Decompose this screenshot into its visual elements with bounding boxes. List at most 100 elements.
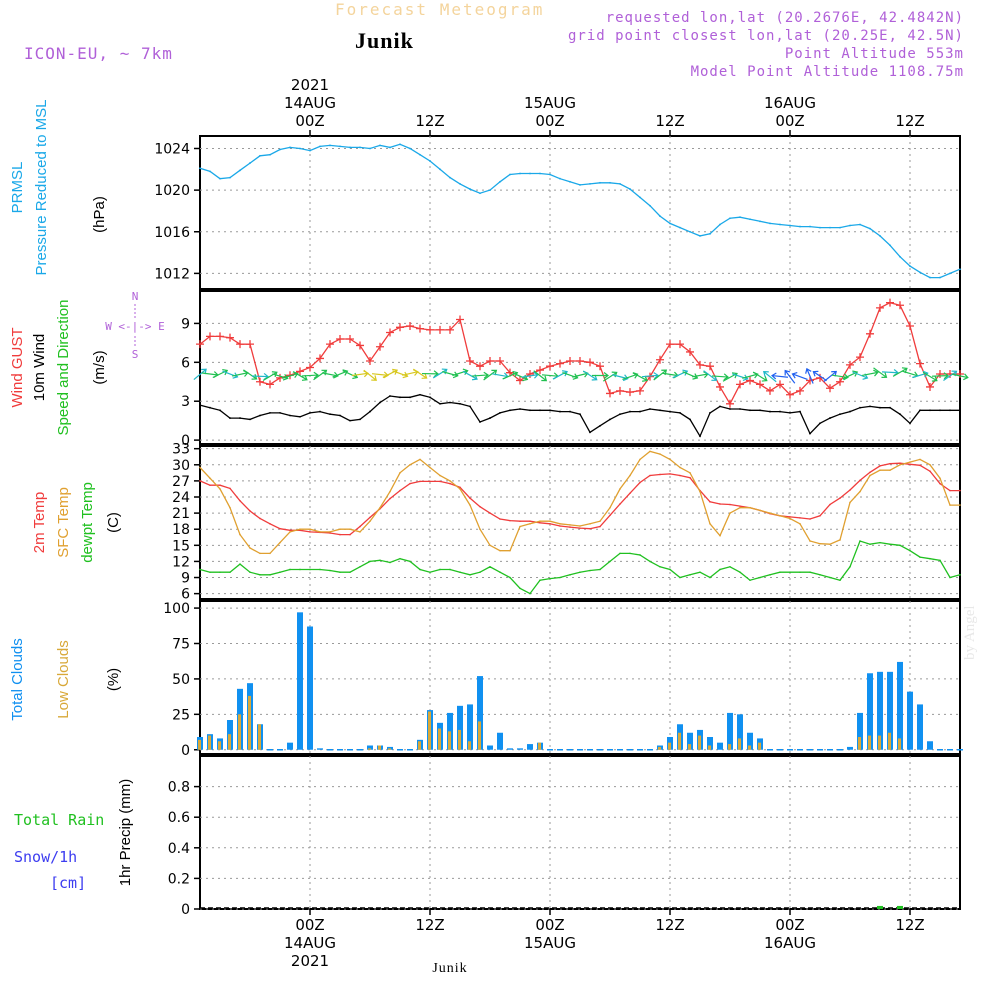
sfc-temp-point (639, 458, 641, 461)
total-clouds-bar (877, 671, 883, 750)
wind-gust-point (806, 376, 814, 385)
wind-speed-point (759, 409, 761, 412)
temp-2m-point (259, 517, 261, 520)
wind-gust-point (616, 386, 624, 395)
temp-2m-point (269, 523, 271, 525)
temp-2m-point (929, 470, 931, 473)
pressure-point (289, 146, 291, 149)
temp-2m-point (879, 465, 881, 467)
pressure-point (659, 215, 661, 218)
wind-speed-point (529, 409, 531, 412)
wind-gust-point (256, 377, 264, 386)
low-clouds-bar (478, 721, 481, 750)
wind-gust-point (716, 382, 724, 391)
app-title: Forecast Meteogram (335, 0, 545, 19)
pressure-point (279, 148, 281, 151)
dewpt-temp-point (619, 552, 621, 555)
wind-gust-point (496, 357, 504, 366)
clouds-unit-label: (%) (105, 668, 122, 691)
total-clouds-bar (687, 732, 693, 750)
wind-gust-point (236, 340, 244, 349)
site-title: Junik (355, 28, 414, 53)
total-clouds-bar (297, 612, 303, 750)
wind-speed-point (489, 417, 491, 419)
pressure-point (439, 168, 441, 171)
wind-gust-point (206, 332, 214, 341)
dewpt-temp-point (489, 565, 491, 568)
dewpt-temp-point (249, 571, 251, 573)
low-clouds-bar (688, 744, 691, 750)
wind-gust-point (596, 362, 604, 371)
sfc-temp-point (529, 523, 531, 525)
temp-2m-point (569, 526, 571, 528)
wind-speed-point (919, 409, 921, 412)
pressure-point (949, 272, 951, 275)
pressure-point (229, 176, 231, 179)
sfc-temp-point (469, 504, 471, 506)
wind-gust-point (476, 362, 484, 371)
sfc-temp-point (269, 552, 271, 555)
wind-gust-point (426, 325, 434, 334)
dewpt-temp-point (699, 571, 701, 573)
wind-gust-point (696, 360, 704, 369)
wind-speed-point (559, 410, 561, 413)
total-clouds-bar (307, 626, 313, 750)
wind-speed-point (329, 413, 331, 416)
wind-speed-point (469, 405, 471, 408)
temp-2m-point (309, 531, 311, 533)
temp-2m-point (719, 503, 721, 505)
wind-gust-point (756, 380, 764, 389)
pressure-point (199, 167, 201, 170)
wind-direction-arrow (592, 372, 609, 379)
y-tick-label: 1016 (154, 225, 190, 241)
sfc-temp-point (939, 477, 941, 480)
sfc-temp-point (379, 506, 381, 509)
total-clouds-bar (887, 671, 893, 750)
total-clouds-bar (707, 737, 713, 750)
wind-gust-point (196, 340, 204, 349)
wind-speed-point (649, 408, 651, 410)
wind-gust-point (466, 357, 474, 366)
dewpt-temp-point (429, 571, 431, 573)
wind-direction-arrow (641, 372, 659, 380)
wind-gust-point (786, 390, 794, 399)
sfc-temp-point (449, 480, 451, 482)
dewpt-temp-point (499, 571, 501, 573)
total-clouds-bar (917, 704, 923, 750)
temp-2m-point (529, 520, 531, 522)
wind-gust-point (676, 340, 684, 349)
y-tick-label: 0.4 (168, 841, 190, 857)
y-tick-label: 27 (172, 474, 190, 490)
pressure-point (799, 225, 801, 228)
temp-2m-point (459, 486, 461, 489)
sfc-temp-point (749, 506, 751, 509)
low-clouds-bar (458, 729, 461, 750)
total-clouds-bar (527, 744, 533, 750)
wind-gust-point (826, 384, 834, 393)
temp-2m-point (209, 484, 211, 486)
wind-gust-point (586, 358, 594, 367)
sfc-temp-point (479, 528, 481, 531)
snow-label: Snow/1h (14, 848, 77, 866)
wind-gust-point (366, 357, 374, 366)
pressure-point (789, 224, 791, 227)
temp-2m-point (479, 505, 481, 508)
dewpt-temp-point (599, 568, 601, 571)
wind-direction-arrow (711, 373, 729, 381)
sfc-temp-point (199, 466, 201, 469)
wind-gust-point (566, 357, 574, 366)
x-label-top: 15AUG (524, 94, 576, 112)
temp-2m-point (659, 473, 661, 476)
temp-2m-point (729, 503, 731, 506)
wind-gust-point (216, 332, 224, 341)
pressure-point (489, 189, 491, 192)
dewpt-temp-point (299, 568, 301, 571)
x-label-bottom: 16AUG (764, 934, 816, 952)
pressure-point (859, 223, 861, 226)
sfc-temp-point (329, 531, 331, 533)
total-clouds-bar (847, 746, 853, 750)
wind-speed-point (719, 405, 721, 408)
pressure-point (409, 147, 411, 150)
wind-gust-point (726, 399, 734, 408)
dewpt-temp-point (649, 560, 651, 563)
